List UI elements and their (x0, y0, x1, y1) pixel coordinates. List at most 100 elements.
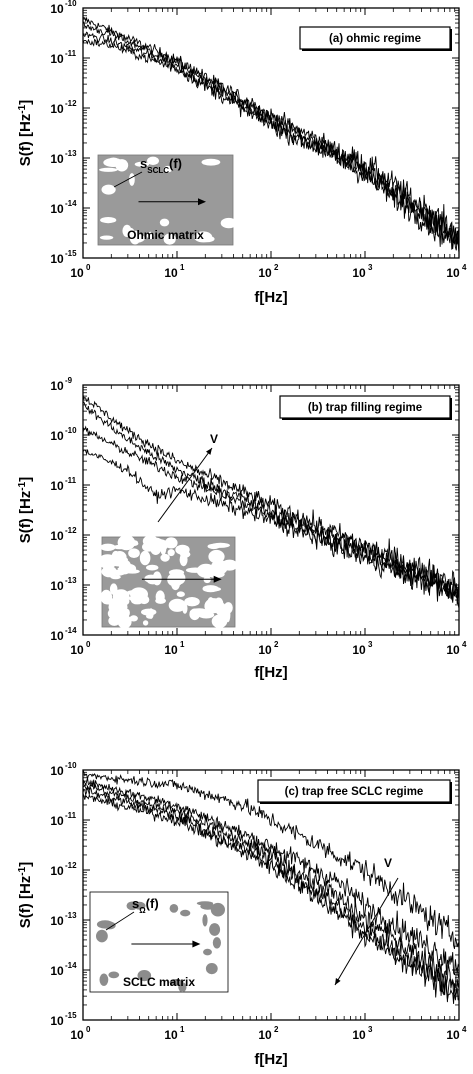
x-tick-label-exponent: 3 (368, 640, 373, 649)
y-tick-label: 10 (50, 429, 64, 443)
inset-particle (179, 553, 188, 567)
inset-particle (169, 979, 183, 986)
x-tick-label: 10 (164, 1028, 178, 1042)
inset-particle (211, 614, 228, 629)
inset-particle (164, 537, 178, 549)
y-tick-label: 10 (50, 1014, 64, 1028)
series-line-1 (83, 770, 459, 950)
y-tick-label: 10 (50, 764, 64, 778)
series-group (83, 16, 459, 254)
inset-particle (101, 184, 116, 195)
x-tick-label: 10 (258, 643, 272, 657)
inset-particle (221, 559, 238, 571)
inset-particle (119, 559, 132, 575)
y-tick-label: 10 (50, 629, 64, 643)
inset-particle (178, 982, 187, 993)
y-tick-label: 10 (50, 152, 64, 166)
inset-particle (184, 597, 200, 607)
y-tick-label: 10 (50, 2, 64, 16)
inset-label: Ohmic matrix (127, 228, 204, 242)
x-tick-label: 10 (352, 643, 366, 657)
inset-particle (99, 167, 118, 172)
inset-particle (133, 901, 146, 910)
x-tick-label: 10 (164, 643, 178, 657)
inset-illustration: SCLC matrix sΩ(f) (89, 891, 229, 993)
x-tick-label: 10 (446, 643, 460, 657)
series-line-1 (83, 16, 459, 243)
inset-particle (129, 233, 145, 243)
x-tick-label-exponent: 2 (274, 263, 279, 272)
y-tick-label: 10 (50, 529, 64, 543)
inset-particle (175, 544, 190, 555)
inset-particle (96, 929, 108, 943)
inset-particle (167, 549, 175, 557)
y-tick-label-exponent: -10 (65, 761, 77, 770)
x-tick-label: 10 (446, 266, 460, 280)
voltage-arrow (157, 447, 213, 523)
inset-particle (128, 548, 140, 558)
series-line-4 (83, 38, 459, 253)
inset-particle (223, 602, 233, 614)
y-tick-label-exponent: -15 (65, 1011, 77, 1020)
inset-particle (152, 571, 162, 586)
y-tick-label: 10 (50, 964, 64, 978)
inset-particle (99, 235, 114, 240)
inset-particle (110, 575, 121, 580)
y-tick-label: 10 (50, 52, 64, 66)
y-tick-label-exponent: -11 (65, 476, 77, 485)
inset-particle (137, 970, 152, 982)
inset-particle (108, 971, 120, 979)
inset-particle (103, 571, 115, 577)
inset-particle (168, 569, 185, 576)
inset-particle (107, 607, 124, 620)
y-tick-label-exponent: -12 (65, 861, 77, 870)
inset-particle (169, 904, 179, 913)
inset-particle (209, 923, 221, 936)
y-tick-label: 10 (50, 864, 64, 878)
inset-annotation-pointer (113, 171, 143, 188)
inset-annotation-pointer (105, 911, 135, 931)
x-tick-label: 10 (70, 1028, 84, 1042)
legend-box (257, 779, 451, 803)
y-tick-label: 10 (50, 252, 64, 266)
inset-particle (141, 608, 157, 616)
series-line-5 (83, 793, 459, 1004)
series-line-4 (83, 785, 459, 1003)
inset-particle (100, 217, 117, 224)
series-line-3 (83, 31, 459, 253)
inset-particle (147, 156, 159, 165)
series-line-3 (83, 782, 459, 989)
legend-label: (c) trap free SCLC regime (285, 786, 424, 798)
inset-particle (202, 914, 208, 927)
series-line-2 (83, 777, 459, 976)
inset-particle (139, 550, 151, 566)
inset-particle (189, 608, 209, 616)
series-line-2 (83, 401, 459, 602)
inset-particle (146, 614, 154, 619)
inset-particle (193, 231, 213, 243)
y-tick-label-exponent: -11 (65, 811, 77, 820)
x-tick-label-exponent: 1 (180, 640, 185, 649)
y-tick-label: 10 (50, 379, 64, 393)
x-tick-label-exponent: 4 (462, 640, 467, 649)
y-axis-label: S(f) [Hz-1] (17, 100, 35, 166)
x-tick-label-exponent: 1 (180, 1025, 185, 1034)
x-tick-label-exponent: 2 (274, 640, 279, 649)
x-tick-label-exponent: 0 (86, 263, 91, 272)
y-tick-label-exponent: -14 (65, 199, 77, 208)
y-tick-label: 10 (50, 202, 64, 216)
voltage-label: V (384, 856, 392, 870)
inset-particle (113, 544, 127, 550)
voltage-arrow-head (335, 978, 341, 985)
series-line-4 (83, 449, 459, 609)
y-tick-label-exponent: -13 (65, 149, 77, 158)
legend-box (279, 395, 451, 419)
x-tick-label: 10 (446, 1028, 460, 1042)
series-group (83, 394, 459, 609)
inset-illustration: Ohmic matrix sSCLC(f) (97, 154, 237, 246)
legend-label: (b) trap filling regime (308, 402, 422, 414)
voltage-label: V (210, 432, 218, 446)
inset-particle (163, 165, 173, 173)
